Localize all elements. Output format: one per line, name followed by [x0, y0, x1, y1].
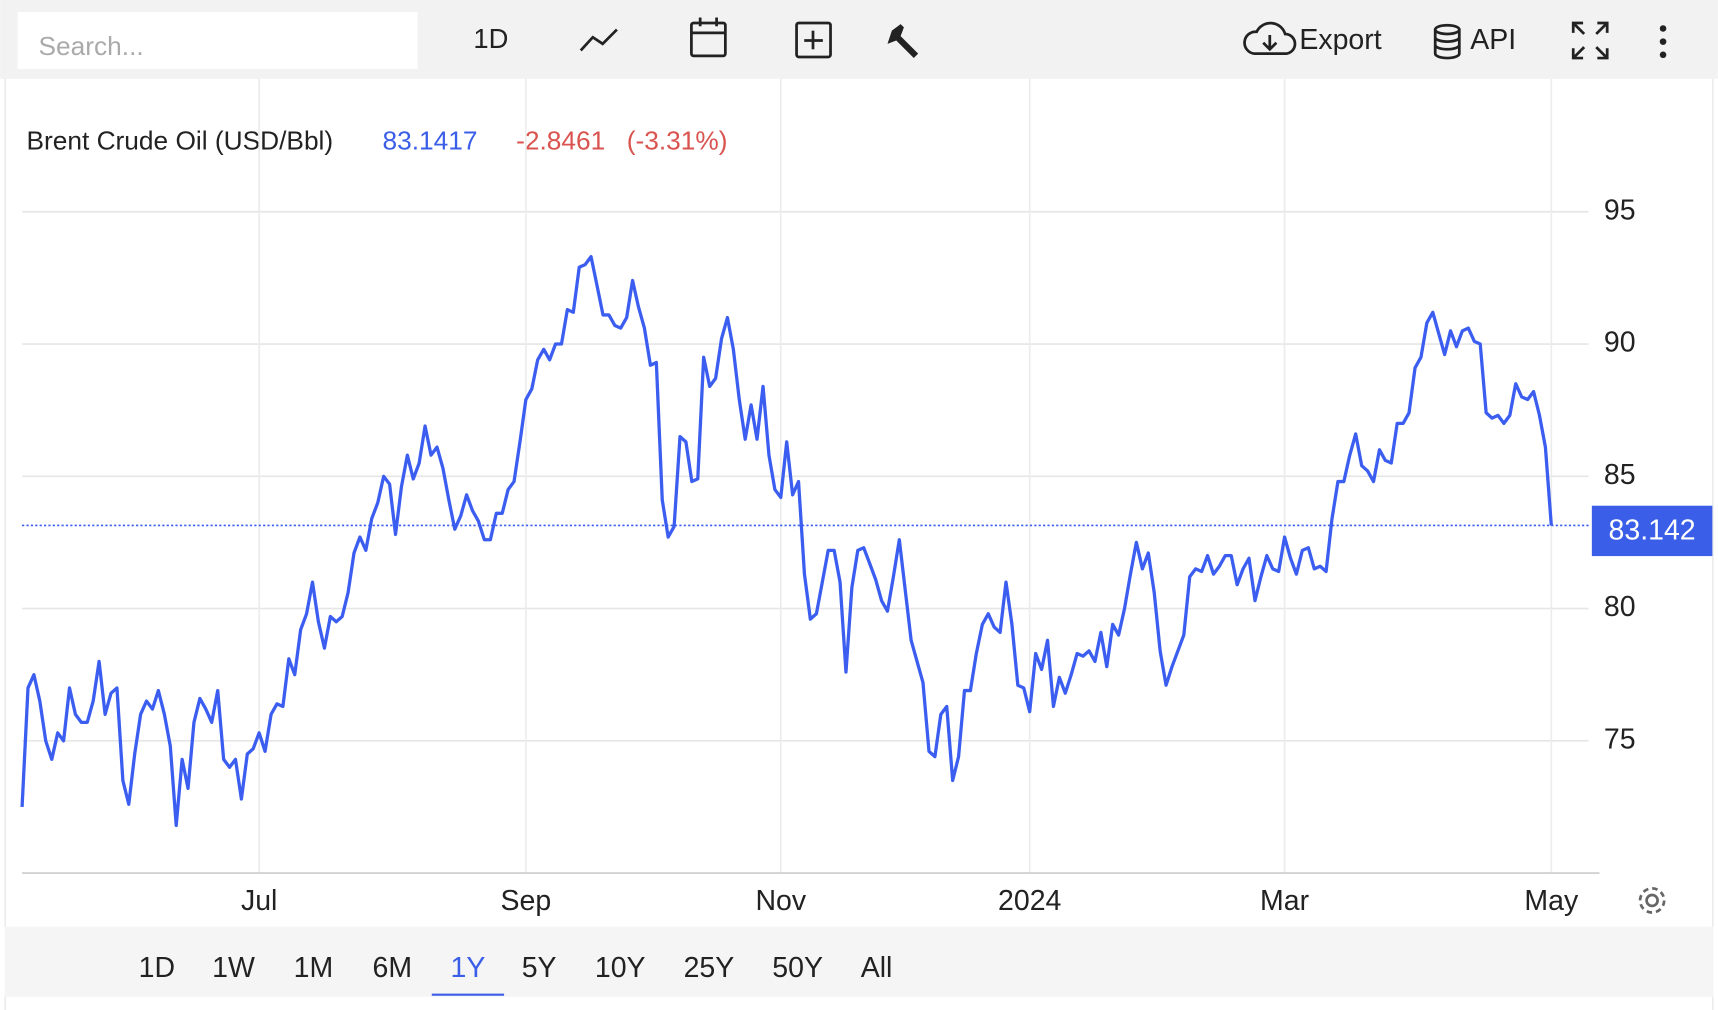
legend-name: Brent Crude Oil (USD/Bbl) [26, 125, 333, 155]
y-tick-label: 80 [1604, 591, 1636, 623]
export-icon[interactable] [1243, 21, 1297, 56]
range-button[interactable]: 5Y [522, 952, 557, 984]
price-line [20, 255, 1553, 828]
api-icon[interactable] [1433, 23, 1461, 60]
range-button[interactable]: All [861, 952, 893, 984]
x-tick-label: May [1524, 885, 1579, 917]
settings-wrench[interactable] [887, 24, 919, 59]
x-tick-label: Sep [501, 885, 552, 917]
y-tick-label: 75 [1604, 723, 1636, 755]
legend-price: 83.1417 [382, 125, 477, 155]
y-tick-label: 85 [1604, 459, 1636, 491]
y-tick-label: 95 [1604, 194, 1636, 226]
x-tick-label: 2024 [998, 885, 1061, 917]
x-tick-label: Jul [241, 885, 277, 917]
range-bar [4, 926, 1714, 997]
add-icon[interactable] [795, 21, 832, 59]
range-button[interactable]: 1W [212, 952, 255, 984]
x-tick-label: Nov [755, 885, 806, 917]
search-placeholder: Search... [39, 31, 144, 61]
range-button[interactable]: 1D [139, 952, 175, 984]
range-button[interactable]: 25Y [684, 952, 735, 984]
search-box[interactable] [17, 12, 418, 70]
chart-settings[interactable] [1638, 887, 1666, 914]
range-button[interactable]: 1M [294, 952, 334, 984]
plot: 75 80 85 90 95 Jul Sep Nov 2024 Mar May 83.142 [20, 78, 1713, 917]
range-button[interactable]: 50Y [772, 952, 823, 984]
api-button[interactable]: API [1470, 24, 1516, 56]
x-tick-label: Mar [1260, 885, 1309, 917]
legend-change: -2.8461 [516, 125, 605, 155]
last-price-label: 83.142 [1609, 515, 1696, 547]
range-button[interactable]: 6M [373, 952, 413, 984]
calendar-icon[interactable] [690, 17, 727, 58]
y-tick-label: 90 [1604, 327, 1636, 359]
range-button[interactable]: 1Y [451, 952, 486, 984]
range-button[interactable]: 10Y [595, 952, 646, 984]
chart-type-icon[interactable] [579, 28, 618, 52]
last-price-badge [1591, 505, 1713, 557]
range-buttons: 1D 1W 1M 6M 1Y 5Y 10Y 25Y 50Y All [139, 952, 893, 996]
more-menu[interactable] [1659, 25, 1667, 59]
interval-button[interactable]: 1D [473, 23, 508, 54]
legend-change-pct: (-3.31%) [627, 125, 728, 155]
export-button[interactable]: Export [1299, 24, 1381, 56]
fullscreen-icon[interactable] [1571, 21, 1609, 60]
